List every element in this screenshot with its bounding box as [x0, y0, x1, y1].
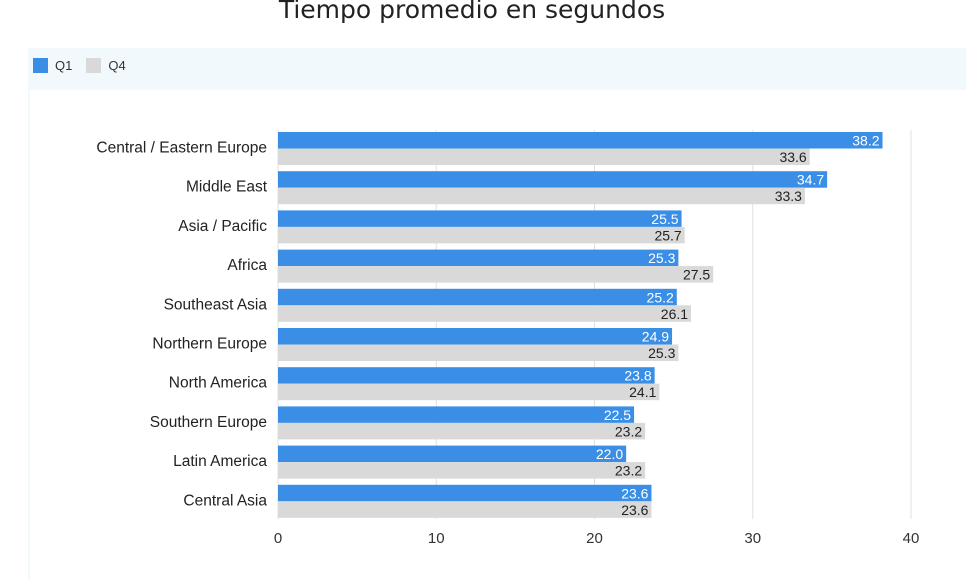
- value-label-q1-middle-east: 34.7: [797, 172, 824, 188]
- category-label-southern-europe: Southern Europe: [150, 414, 267, 431]
- bar-q1-northern-europe: [278, 328, 673, 345]
- value-label-q4-southern-europe: 23.2: [615, 423, 642, 439]
- x-tick-label-10: 10: [428, 530, 445, 547]
- value-label-q1-latin-america: 22.0: [596, 446, 623, 462]
- value-label-q4-asia-pacific: 25.7: [654, 227, 681, 243]
- bar-q4-africa: [278, 266, 714, 283]
- value-label-q1-central-asia: 23.6: [621, 485, 648, 501]
- bar-q1-central-eastern-europe: [278, 132, 883, 149]
- value-label-q1-north-america: 23.8: [624, 368, 651, 384]
- bar-q4-middle-east: [278, 187, 805, 205]
- bar-q1-southeast-asia: [278, 288, 677, 306]
- value-label-q4-central-eastern-europe: 33.6: [779, 149, 806, 165]
- bar-q4-north-america: [278, 383, 660, 401]
- bar-q4-central-eastern-europe: [278, 148, 810, 165]
- x-tick-label-40: 40: [903, 530, 920, 547]
- value-label-q1-northern-europe: 24.9: [642, 329, 669, 345]
- value-label-q1-central-eastern-europe: 38.2: [852, 133, 879, 149]
- value-label-q4-latin-america: 23.2: [615, 463, 642, 479]
- x-tick-label-0: 0: [274, 530, 282, 547]
- bar-q1-southern-europe: [278, 406, 635, 423]
- bar-q4-asia-pacific: [278, 226, 685, 244]
- category-label-africa: Africa: [227, 257, 267, 274]
- value-label-q4-north-america: 24.1: [629, 384, 656, 400]
- bar-chart: 0 10 20 30 40 Central / Eastern Europe 38.2 33.…: [96, 130, 920, 547]
- category-label-north-america: North America: [169, 375, 268, 392]
- category-label-central-eastern-europe: Central / Eastern Europe: [96, 140, 267, 157]
- category-label-southeast-asia: Southeast Asia: [164, 296, 268, 313]
- category-label-latin-america: Latin America: [173, 453, 267, 470]
- value-label-q1-southeast-asia: 25.2: [647, 289, 674, 305]
- value-label-q4-central-asia: 23.6: [621, 502, 648, 518]
- value-label-q4-northern-europe: 25.3: [648, 345, 675, 361]
- x-tick-label-20: 20: [586, 530, 603, 547]
- value-label-q1-africa: 25.3: [648, 250, 675, 266]
- chart-legend: Q1 Q4: [33, 56, 140, 74]
- x-tick-label-30: 30: [744, 530, 761, 547]
- legend-item-q4: Q4: [86, 57, 126, 73]
- category-label-northern-europe: Northern Europe: [152, 336, 267, 353]
- bar-q1-africa: [278, 249, 679, 267]
- bar-q1-asia-pacific: [278, 210, 682, 227]
- value-label-q4-middle-east: 33.3: [775, 188, 802, 204]
- legend-label-q4: Q4: [108, 57, 126, 73]
- chart-title: Tiempo promedio en segundos: [278, 0, 666, 24]
- value-label-q4-southeast-asia: 26.1: [661, 306, 688, 322]
- bar-q1-middle-east: [278, 171, 828, 188]
- bar-q4-southeast-asia: [278, 305, 692, 322]
- legend-swatch-q1: [33, 57, 48, 73]
- bar-q4-latin-america: [278, 462, 646, 479]
- bar-q4-southern-europe: [278, 422, 646, 440]
- category-label-asia-pacific: Asia / Pacific: [178, 218, 267, 235]
- legend-item-q1: Q1: [33, 57, 73, 73]
- bar-q4-central-asia: [278, 501, 652, 518]
- value-label-q4-africa: 27.5: [683, 267, 710, 283]
- plot-area: 0 10 20 30 40 Central / Eastern Europe 38.2 33.…: [30, 90, 966, 580]
- legend-swatch-q4: [86, 57, 102, 73]
- category-label-central-asia: Central Asia: [183, 492, 267, 509]
- bar-q1-latin-america: [278, 445, 627, 463]
- value-label-q1-asia-pacific: 25.5: [651, 211, 678, 227]
- value-label-q1-southern-europe: 22.5: [604, 407, 631, 423]
- legend-label-q1: Q1: [55, 57, 73, 73]
- bar-q1-central-asia: [278, 484, 652, 502]
- bar-q4-northern-europe: [278, 344, 679, 361]
- bar-q1-north-america: [278, 367, 655, 384]
- category-label-middle-east: Middle East: [186, 179, 268, 196]
